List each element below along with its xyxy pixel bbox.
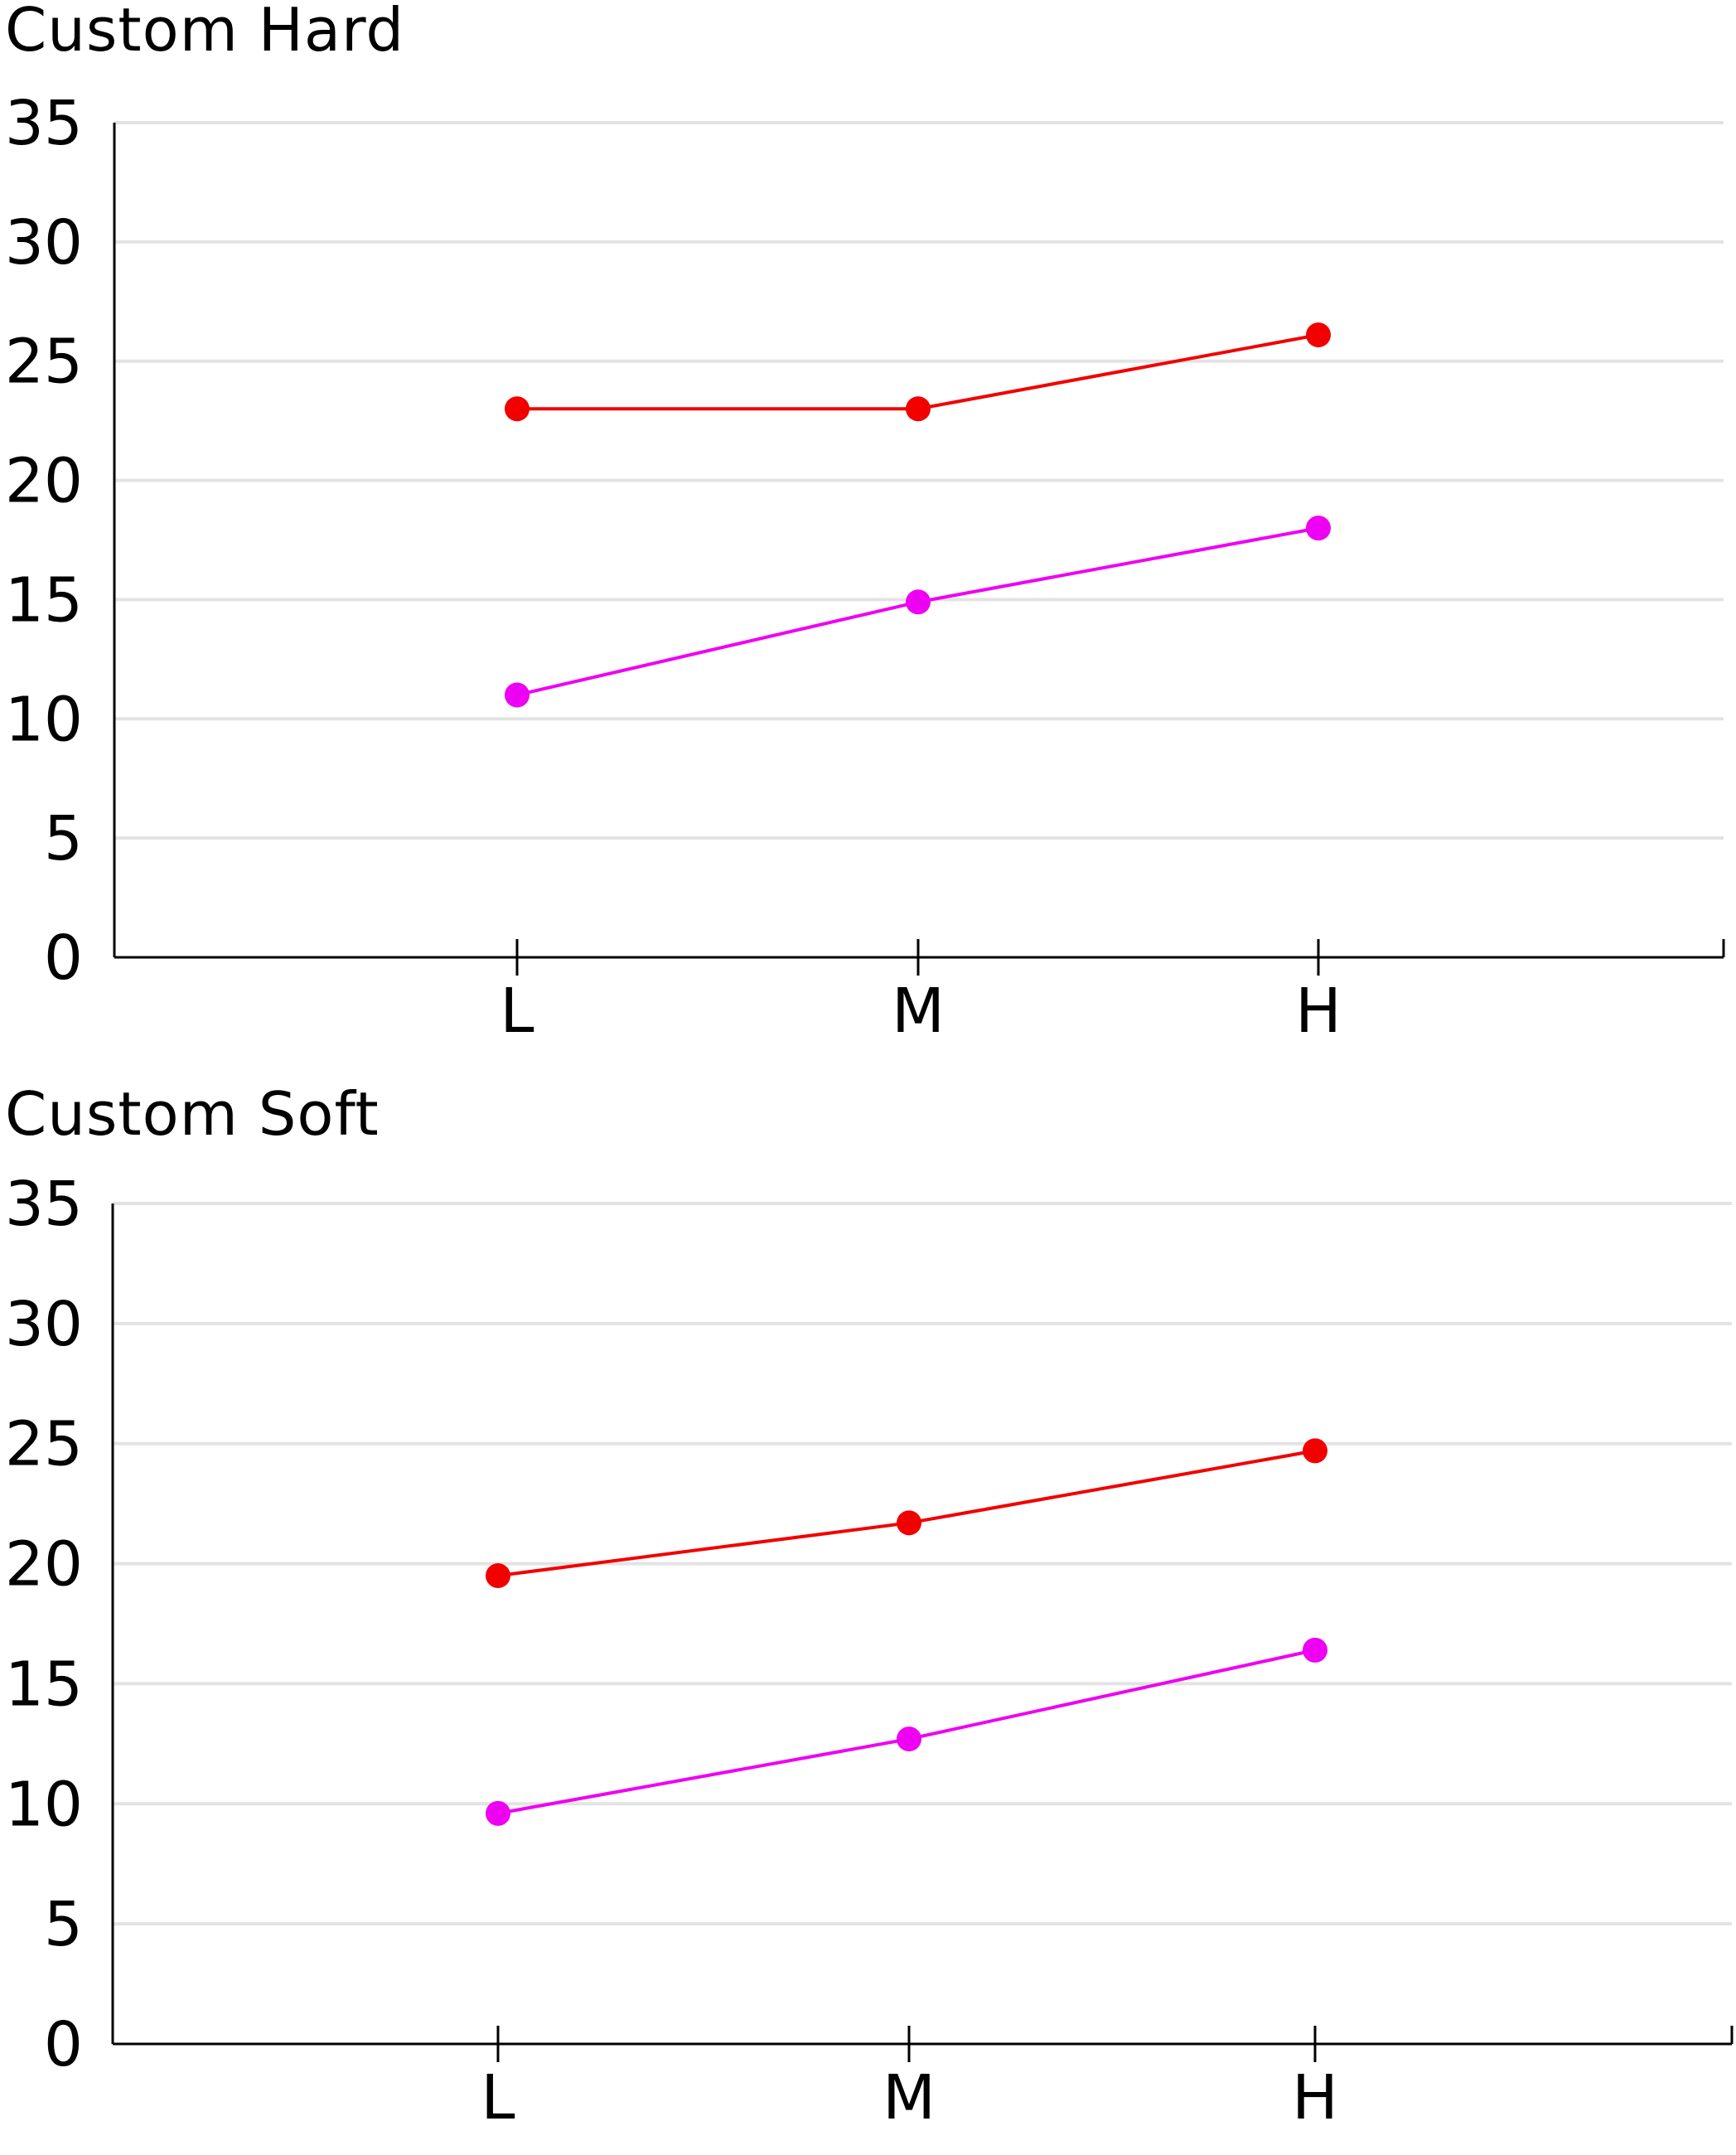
x-tick-label: M [883, 2062, 936, 2133]
data-point [1306, 322, 1331, 348]
data-point [505, 396, 530, 422]
chart-custom-soft: Custom Soft 0 5 10 15 20 25 30 35 L M H [0, 1078, 1736, 2155]
y-tick-label: 20 [5, 1529, 83, 1601]
data-point [897, 1510, 921, 1536]
x-tick-label: H [1292, 2062, 1338, 2133]
y-tick-label: 15 [5, 1649, 83, 1720]
chart-custom-hard: Custom Hard 0 5 10 15 20 25 30 35 L M H [5, 0, 1725, 1047]
x-tick-label: L [500, 976, 534, 1047]
y-tick-label: 5 [44, 803, 83, 874]
y-tick-label: 0 [44, 2009, 83, 2080]
x-tick-label: L [481, 2062, 515, 2133]
y-tick-label: 10 [5, 684, 83, 755]
y-tick-label: 35 [5, 88, 83, 159]
plot-area: 0 5 10 15 20 25 30 35 L M H [5, 1169, 1734, 2133]
plot-area: 0 5 10 15 20 25 30 35 L M H [5, 88, 1725, 1047]
data-point [486, 1800, 510, 1826]
data-point [1303, 1438, 1327, 1464]
y-tick-label: 25 [5, 327, 83, 398]
y-tick-label: 25 [5, 1409, 83, 1480]
data-point [897, 1726, 921, 1752]
y-tick-label: 10 [5, 1769, 83, 1840]
y-tick-label: 15 [5, 564, 83, 636]
y-tick-label: 30 [5, 1289, 83, 1360]
chart-title: Custom Hard [5, 0, 405, 65]
y-tick-label: 5 [44, 1889, 83, 1960]
data-point [1306, 516, 1331, 541]
chart-title: Custom Soft [5, 1079, 380, 1149]
data-point [906, 589, 931, 615]
y-tick-label: 20 [5, 446, 83, 517]
data-point [486, 1563, 510, 1589]
y-tick-label: 0 [44, 923, 83, 994]
data-point [906, 396, 931, 422]
data-point [505, 682, 530, 708]
x-tick-label: M [892, 976, 945, 1047]
y-tick-label: 35 [5, 1169, 83, 1240]
x-tick-label: H [1295, 976, 1342, 1047]
y-tick-label: 30 [5, 207, 83, 278]
data-point [1303, 1637, 1327, 1663]
